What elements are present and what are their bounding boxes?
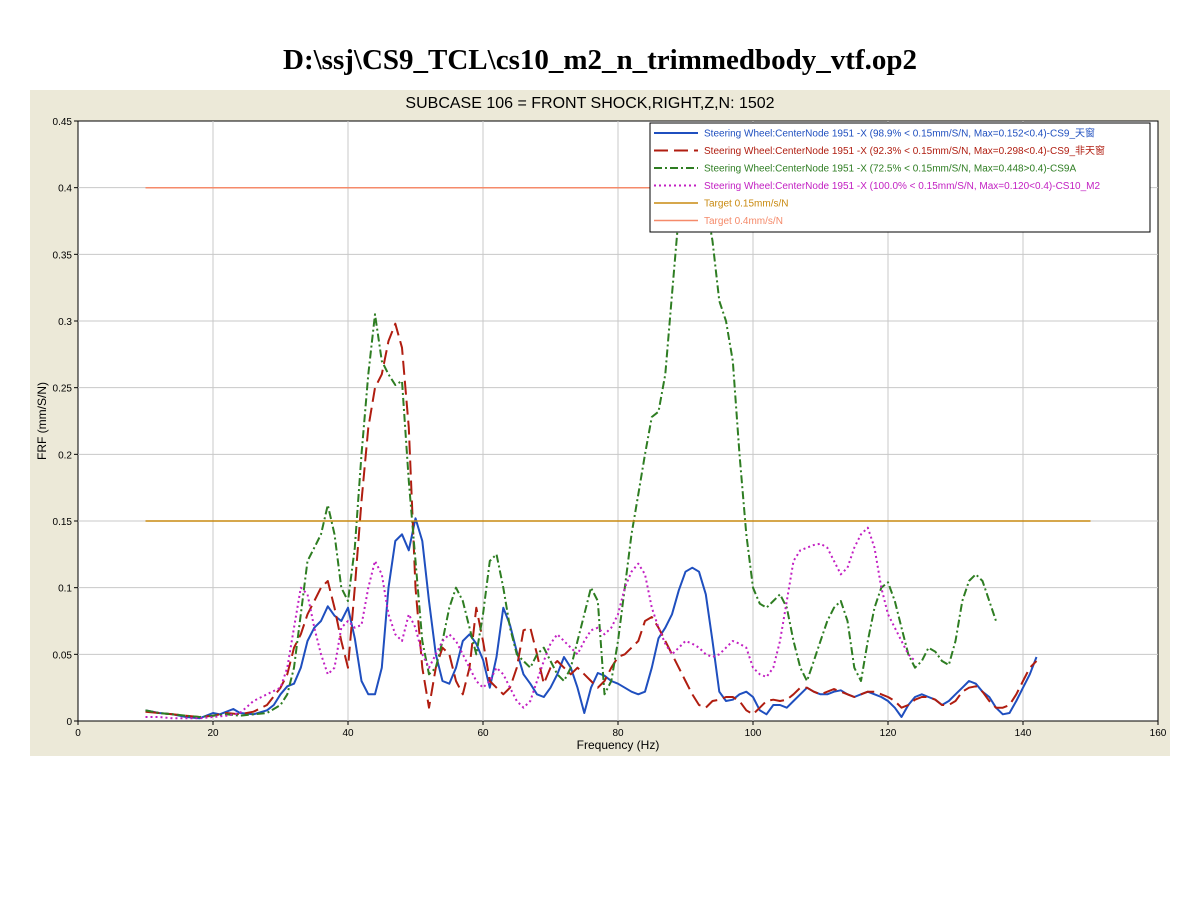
legend-entry: Steering Wheel:CenterNode 1951 -X (100.0… — [704, 181, 1100, 192]
x-axis-label: Frequency (Hz) — [577, 738, 660, 752]
x-tick-label: 40 — [342, 728, 354, 739]
y-tick-label: 0.3 — [58, 317, 72, 328]
x-tick-label: 100 — [745, 728, 762, 739]
y-tick-label: 0.05 — [53, 650, 73, 661]
x-tick-label: 140 — [1015, 728, 1032, 739]
x-tick-label: 0 — [75, 728, 81, 739]
x-tick-label: 80 — [612, 728, 624, 739]
legend: Steering Wheel:CenterNode 1951 -X (98.9%… — [649, 122, 1151, 233]
axes: 0 20 40 60 80 100 120 140 160 0 0.05 0.1 0.15 0.2 0.25… — [53, 117, 1167, 739]
y-tick-label: 0 — [66, 717, 72, 728]
legend-entry: Steering Wheel:CenterNode 1951 -X (98.9%… — [704, 127, 1095, 140]
y-tick-label: 0.2 — [58, 450, 72, 461]
y-tick-label: 0.25 — [53, 384, 73, 395]
legend-entry: Steering Wheel:CenterNode 1951 -X (72.5%… — [704, 164, 1076, 175]
legend-entry: Target 0.4mm/s/N — [704, 216, 783, 227]
series-line-3 — [145, 122, 997, 718]
legend-entry: Target 0.15mm/s/N — [704, 199, 788, 210]
chart-panel: SUBCASE 106 = FRONT SHOCK,RIGHT,Z,N: 150… — [30, 90, 1170, 756]
y-tick-label: 0.15 — [53, 517, 73, 528]
x-tick-label: 160 — [1150, 728, 1167, 739]
y-tick-label: 0.35 — [53, 250, 73, 261]
series-layer — [145, 122, 1091, 720]
page-title: D:\ssj\CS9_TCL\cs10_m2_n_trimmedbody_vtf… — [283, 44, 917, 76]
y-tick-label: 0.4 — [58, 184, 72, 195]
series-line-4 — [145, 526, 916, 720]
chart-subtitle: SUBCASE 106 = FRONT SHOCK,RIGHT,Z,N: 150… — [405, 95, 774, 112]
x-tick-label: 120 — [880, 728, 897, 739]
x-tick-label: 20 — [207, 728, 219, 739]
legend-entry: Steering Wheel:CenterNode 1951 -X (92.3%… — [704, 144, 1105, 157]
y-tick-label: 0.1 — [58, 584, 72, 595]
legend-box — [649, 122, 1151, 233]
y-axis-label: FRF (mm/S/N) — [35, 382, 49, 460]
chart-svg: SUBCASE 106 = FRONT SHOCK,RIGHT,Z,N: 150… — [35, 95, 1167, 752]
x-tick-label: 60 — [477, 728, 489, 739]
y-tick-label: 0.45 — [53, 117, 73, 128]
series-line-2 — [145, 322, 1038, 718]
